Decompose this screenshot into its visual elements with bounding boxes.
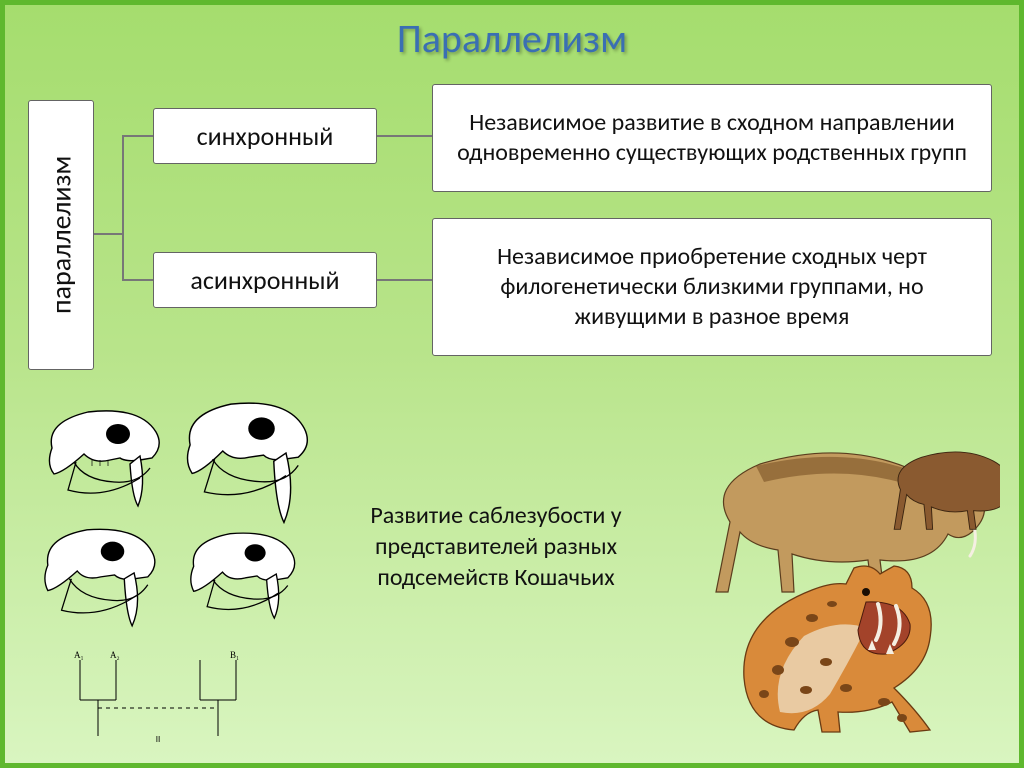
connector — [122, 135, 153, 137]
connector — [377, 279, 432, 281]
node-asynchronous: асинхронный — [153, 252, 377, 308]
svg-text:II: II — [156, 734, 161, 745]
figure-caption: Развитие саблезубости у представителей р… — [326, 500, 666, 594]
tree-label: B₁ — [230, 650, 239, 660]
sabertooth-cats — [690, 430, 1000, 745]
node-def-synchronous: Независимое развитие в сходном направлен… — [432, 84, 992, 192]
connector — [122, 279, 153, 281]
slide-title: Параллелизм — [0, 14, 1024, 63]
node-root: параллелизм — [28, 100, 94, 370]
connector — [94, 233, 122, 235]
tree-label: A₁ — [74, 650, 84, 660]
connector — [122, 135, 124, 281]
tree-label: A₂ — [110, 650, 120, 660]
node-def-asynchronous: Независимое приобретение сходных черт фи… — [432, 218, 992, 356]
connector — [377, 135, 432, 137]
phylo-tree: A₁ A₂ B₁ II — [60, 650, 280, 745]
skulls-illustration — [34, 398, 324, 638]
node-synchronous: синхронный — [153, 108, 377, 164]
